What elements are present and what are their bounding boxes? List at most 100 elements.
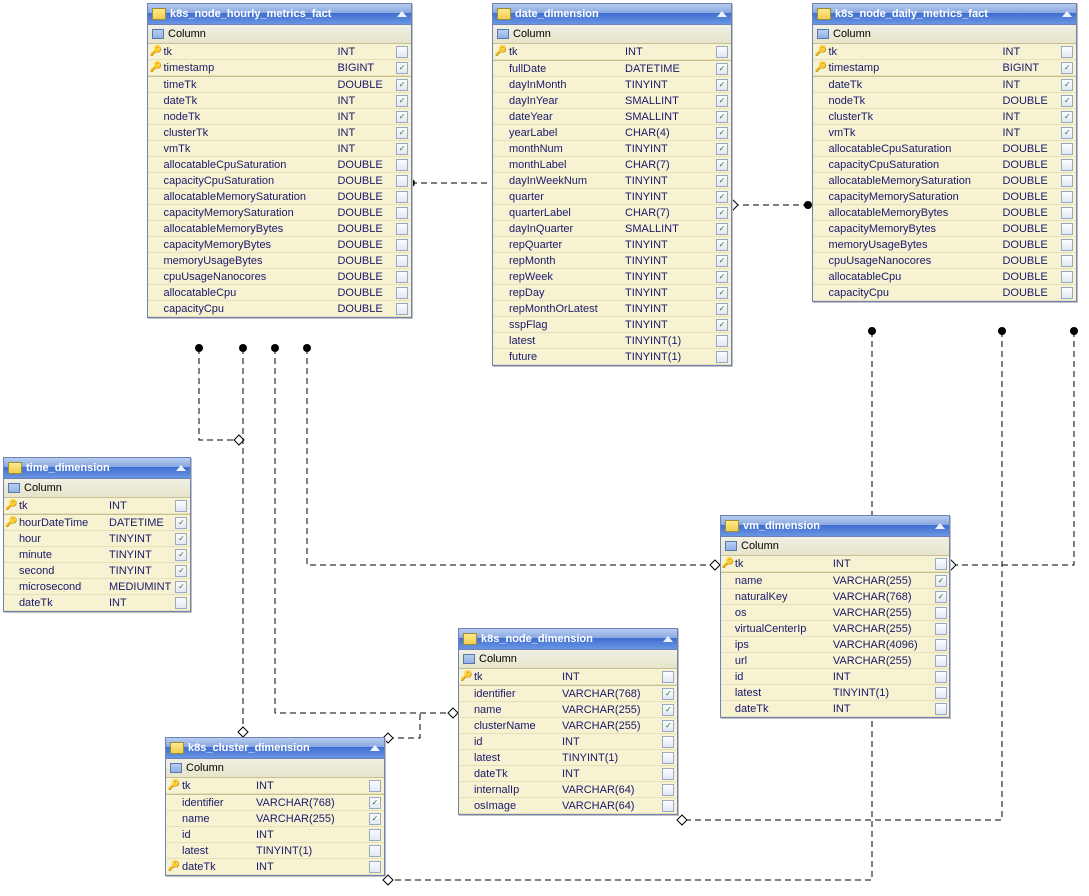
column-row[interactable]: vmTkINT✓ [813, 125, 1076, 141]
checkbox-box[interactable] [1061, 159, 1073, 171]
checkbox-box[interactable] [935, 607, 947, 619]
checkbox-box[interactable] [396, 46, 408, 58]
checkbox-box[interactable] [175, 597, 187, 609]
checkbox-box[interactable]: ✓ [716, 127, 728, 139]
column-row[interactable]: capacityCpuSaturationDOUBLE [813, 157, 1076, 173]
column-row[interactable]: dayInMonthTINYINT✓ [493, 77, 731, 93]
column-checkbox[interactable]: ✓ [715, 255, 729, 267]
column-checkbox[interactable] [368, 829, 382, 841]
table-hourly[interactable]: k8s_node_hourly_metrics_factColumn🔑tkINT… [147, 3, 412, 318]
column-checkbox[interactable] [395, 175, 409, 187]
checkbox-box[interactable]: ✓ [716, 239, 728, 251]
checkbox-box[interactable]: ✓ [175, 533, 187, 545]
checkbox-box[interactable] [935, 655, 947, 667]
column-row[interactable]: secondTINYINT✓ [4, 563, 190, 579]
column-checkbox[interactable]: ✓ [715, 111, 729, 123]
column-row[interactable]: nameVARCHAR(255)✓ [166, 811, 384, 827]
column-row[interactable]: quarterTINYINT✓ [493, 189, 731, 205]
column-checkbox[interactable] [368, 780, 382, 792]
checkbox-box[interactable] [935, 671, 947, 683]
column-row[interactable]: fullDateDATETIME✓ [493, 60, 731, 77]
column-checkbox[interactable]: ✓ [175, 565, 188, 577]
checkbox-box[interactable]: ✓ [716, 191, 728, 203]
checkbox-box[interactable]: ✓ [716, 111, 728, 123]
checkbox-box[interactable]: ✓ [396, 127, 408, 139]
column-row[interactable]: allocatableMemoryBytesDOUBLE [813, 205, 1076, 221]
column-checkbox[interactable] [1060, 143, 1074, 155]
column-row[interactable]: capacityCpuDOUBLE [813, 285, 1076, 301]
column-checkbox[interactable] [395, 191, 409, 203]
column-row[interactable]: 🔑hourDateTimeDATETIME✓ [4, 514, 190, 531]
column-checkbox[interactable] [935, 703, 947, 715]
column-checkbox[interactable]: ✓ [175, 581, 188, 593]
checkbox-box[interactable]: ✓ [175, 549, 187, 561]
checkbox-box[interactable] [1061, 143, 1073, 155]
column-row[interactable]: latestTINYINT(1) [166, 843, 384, 859]
column-row[interactable]: cpuUsageNanocoresDOUBLE [813, 253, 1076, 269]
checkbox-box[interactable] [716, 46, 728, 58]
column-checkbox[interactable] [1060, 255, 1074, 267]
column-checkbox[interactable]: ✓ [715, 63, 729, 75]
column-checkbox[interactable]: ✓ [395, 95, 409, 107]
column-row[interactable]: 🔑tkINT [4, 498, 190, 514]
checkbox-box[interactable]: ✓ [716, 255, 728, 267]
checkbox-box[interactable] [935, 687, 947, 699]
column-checkbox[interactable] [175, 500, 188, 512]
column-row[interactable]: repWeekTINYINT✓ [493, 269, 731, 285]
column-row[interactable]: allocatableCpuSaturationDOUBLE [148, 157, 411, 173]
column-checkbox[interactable] [935, 607, 947, 619]
checkbox-box[interactable]: ✓ [716, 159, 728, 171]
column-row[interactable]: dateTkINT [459, 766, 677, 782]
table-title-bar[interactable]: k8s_node_hourly_metrics_fact [148, 4, 411, 25]
checkbox-box[interactable] [1061, 239, 1073, 251]
column-checkbox[interactable] [715, 335, 729, 347]
column-row[interactable]: urlVARCHAR(255) [721, 653, 949, 669]
checkbox-box[interactable] [396, 303, 408, 315]
column-checkbox[interactable]: ✓ [715, 271, 729, 283]
column-row[interactable]: repQuarterTINYINT✓ [493, 237, 731, 253]
column-row[interactable]: allocatableCpuDOUBLE [813, 269, 1076, 285]
checkbox-box[interactable]: ✓ [935, 591, 947, 603]
checkbox-box[interactable]: ✓ [716, 207, 728, 219]
column-row[interactable]: dateYearSMALLINT✓ [493, 109, 731, 125]
column-checkbox[interactable]: ✓ [935, 591, 947, 603]
table-date[interactable]: date_dimensionColumn🔑tkINTfullDateDATETI… [492, 3, 732, 366]
checkbox-box[interactable]: ✓ [396, 62, 408, 74]
column-row[interactable]: capacityCpuDOUBLE [148, 301, 411, 317]
table-title-bar[interactable]: date_dimension [493, 4, 731, 25]
column-row[interactable]: vmTkINT✓ [148, 141, 411, 157]
column-row[interactable]: dayInWeekNumTINYINT✓ [493, 173, 731, 189]
column-row[interactable]: 🔑dateTkINT [166, 859, 384, 875]
column-row[interactable]: 🔑tkINT [721, 556, 949, 572]
column-checkbox[interactable] [935, 655, 947, 667]
column-checkbox[interactable]: ✓ [175, 533, 188, 545]
table-cluster[interactable]: k8s_cluster_dimensionColumn🔑tkINTidentif… [165, 737, 385, 876]
column-checkbox[interactable] [395, 255, 409, 267]
checkbox-box[interactable] [1061, 271, 1073, 283]
column-row[interactable]: hourTINYINT✓ [4, 531, 190, 547]
checkbox-box[interactable]: ✓ [935, 575, 947, 587]
checkbox-box[interactable] [1061, 255, 1073, 267]
collapse-icon[interactable] [370, 745, 380, 751]
column-checkbox[interactable]: ✓ [715, 143, 729, 155]
column-row[interactable]: nameVARCHAR(255)✓ [459, 702, 677, 718]
checkbox-box[interactable] [396, 271, 408, 283]
checkbox-box[interactable]: ✓ [175, 565, 187, 577]
column-checkbox[interactable]: ✓ [715, 319, 729, 331]
column-checkbox[interactable] [1060, 175, 1074, 187]
checkbox-box[interactable] [175, 500, 187, 512]
column-checkbox[interactable] [935, 558, 947, 570]
checkbox-box[interactable] [716, 351, 728, 363]
column-row[interactable]: latestTINYINT(1) [493, 333, 731, 349]
table-title-bar[interactable]: k8s_node_daily_metrics_fact [813, 4, 1076, 25]
checkbox-box[interactable]: ✓ [716, 271, 728, 283]
checkbox-box[interactable]: ✓ [716, 223, 728, 235]
column-checkbox[interactable] [395, 159, 409, 171]
column-checkbox[interactable] [935, 623, 947, 635]
column-row[interactable]: capacityCpuSaturationDOUBLE [148, 173, 411, 189]
column-checkbox[interactable]: ✓ [1060, 127, 1074, 139]
column-checkbox[interactable]: ✓ [715, 287, 729, 299]
column-checkbox[interactable] [935, 639, 947, 651]
column-row[interactable]: memoryUsageBytesDOUBLE [148, 253, 411, 269]
column-row[interactable]: yearLabelCHAR(4)✓ [493, 125, 731, 141]
